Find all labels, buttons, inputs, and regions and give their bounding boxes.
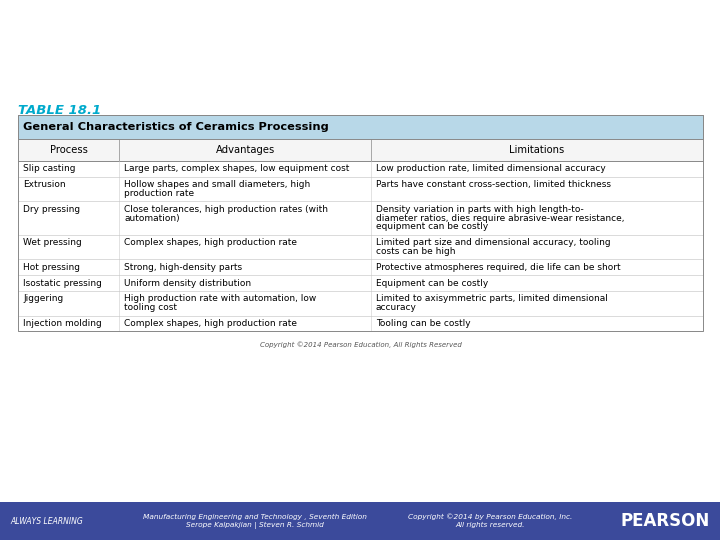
Text: accuracy: accuracy <box>376 303 417 312</box>
Bar <box>18 161 703 177</box>
Text: Serope Kalpakjian | Steven R. Schmid: Serope Kalpakjian | Steven R. Schmid <box>186 522 324 529</box>
Text: Wet pressing: Wet pressing <box>23 238 82 247</box>
Text: ALWAYS LEARNING: ALWAYS LEARNING <box>10 516 83 525</box>
Text: Strong, high-density parts: Strong, high-density parts <box>125 263 243 272</box>
Text: Tooling can be costly: Tooling can be costly <box>376 319 470 328</box>
Text: Density variation in parts with high length-to-: Density variation in parts with high len… <box>376 205 583 214</box>
Text: Copyright ©2014 Pearson Education, All Rights Reserved: Copyright ©2014 Pearson Education, All R… <box>260 341 462 348</box>
Text: equipment can be costly: equipment can be costly <box>376 222 488 232</box>
Text: Limitations: Limitations <box>509 145 564 155</box>
Text: Low production rate, limited dimensional accuracy: Low production rate, limited dimensional… <box>376 164 606 173</box>
Bar <box>18 235 703 259</box>
Text: Extrusion: Extrusion <box>23 180 66 189</box>
Text: Slip casting: Slip casting <box>23 164 76 173</box>
Text: Isostatic pressing: Isostatic pressing <box>23 279 102 288</box>
Bar <box>18 315 703 332</box>
Text: Large parts, complex shapes, low equipment cost: Large parts, complex shapes, low equipme… <box>125 164 350 173</box>
Text: Limited part size and dimensional accuracy, tooling: Limited part size and dimensional accura… <box>376 238 611 247</box>
Bar <box>18 291 703 315</box>
Text: Process: Process <box>50 145 88 155</box>
Text: Hollow shapes and small diameters, high: Hollow shapes and small diameters, high <box>125 180 310 189</box>
Text: Manufacturing Engineering and Technology , Seventh Edition: Manufacturing Engineering and Technology… <box>143 514 367 520</box>
Text: Copyright ©2014 by Pearson Education, Inc.: Copyright ©2014 by Pearson Education, In… <box>408 514 572 521</box>
Text: Protective atmospheres required, die life can be short: Protective atmospheres required, die lif… <box>376 263 621 272</box>
Text: production rate: production rate <box>125 189 194 198</box>
Text: High production rate with automation, low: High production rate with automation, lo… <box>125 294 317 303</box>
Text: Injection molding: Injection molding <box>23 319 102 328</box>
Text: diameter ratios, dies require abrasive-wear resistance,: diameter ratios, dies require abrasive-w… <box>376 214 624 222</box>
Text: Limited to axisymmetric parts, limited dimensional: Limited to axisymmetric parts, limited d… <box>376 294 608 303</box>
Bar <box>18 115 703 139</box>
Text: Advantages: Advantages <box>215 145 275 155</box>
Bar <box>18 259 703 275</box>
Bar <box>18 201 703 235</box>
Text: Complex shapes, high production rate: Complex shapes, high production rate <box>125 319 297 328</box>
Text: Hot pressing: Hot pressing <box>23 263 80 272</box>
Text: tooling cost: tooling cost <box>125 303 177 312</box>
Text: General Characteristics of Ceramics Processing: General Characteristics of Ceramics Proc… <box>23 122 329 132</box>
Text: Jiggering: Jiggering <box>23 294 63 303</box>
Text: automation): automation) <box>125 214 180 222</box>
Text: PEARSON: PEARSON <box>621 512 710 530</box>
Text: Uniform density distribution: Uniform density distribution <box>125 279 251 288</box>
Text: All rights reserved.: All rights reserved. <box>455 522 525 528</box>
Bar <box>18 115 703 332</box>
Text: costs can be high: costs can be high <box>376 247 455 256</box>
Bar <box>0 502 720 540</box>
Bar <box>18 139 703 161</box>
Bar <box>18 177 703 201</box>
Text: TABLE 18.1: TABLE 18.1 <box>18 104 102 117</box>
Text: Close tolerances, high production rates (with: Close tolerances, high production rates … <box>125 205 328 214</box>
Text: Equipment can be costly: Equipment can be costly <box>376 279 488 288</box>
Text: Parts have constant cross-section, limited thickness: Parts have constant cross-section, limit… <box>376 180 611 189</box>
Text: Complex shapes, high production rate: Complex shapes, high production rate <box>125 238 297 247</box>
Bar <box>18 275 703 291</box>
Text: Dry pressing: Dry pressing <box>23 205 80 214</box>
